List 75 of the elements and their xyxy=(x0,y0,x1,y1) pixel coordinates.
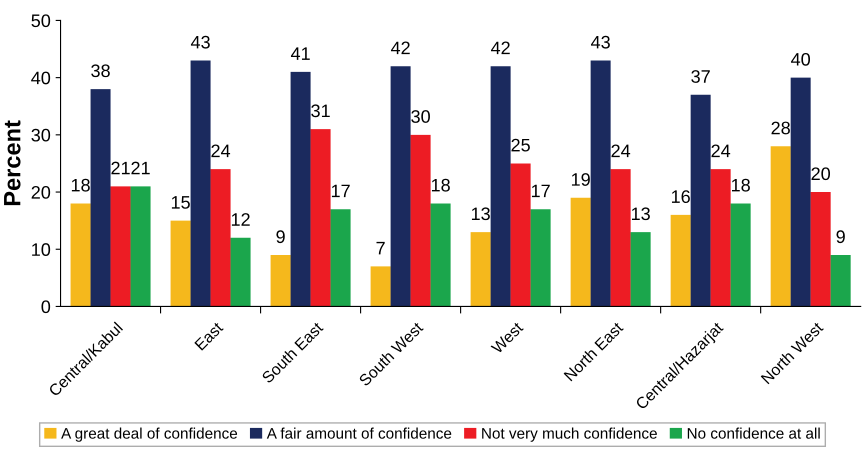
bar xyxy=(790,78,811,306)
data-label: 43 xyxy=(190,36,210,49)
bar xyxy=(770,146,791,306)
data-label: 28 xyxy=(772,122,790,134)
legend-label: A great deal of confidence xyxy=(61,428,238,442)
data-label: 24 xyxy=(612,144,630,158)
y-tick-label: 40 xyxy=(31,72,50,84)
bar xyxy=(110,186,131,306)
data-label: 37 xyxy=(691,70,710,83)
y-tick-label: 10 xyxy=(32,243,50,256)
bar xyxy=(390,66,411,306)
bar xyxy=(290,72,311,306)
bar xyxy=(630,232,651,306)
bar xyxy=(830,254,851,306)
data-label: 40 xyxy=(791,52,810,66)
bar xyxy=(490,66,511,306)
bar xyxy=(210,169,231,306)
bar xyxy=(430,203,451,306)
data-label: 25 xyxy=(511,138,530,152)
data-label: 15 xyxy=(172,196,190,209)
data-label: 42 xyxy=(490,42,510,54)
bar xyxy=(130,186,151,306)
bar xyxy=(730,203,751,306)
bar xyxy=(90,89,111,306)
data-label: 41 xyxy=(290,47,310,60)
y-tick-label: 20 xyxy=(32,186,50,199)
data-label: 19 xyxy=(572,173,590,186)
data-label: 18 xyxy=(72,178,90,192)
bar xyxy=(530,209,551,306)
data-label: 13 xyxy=(632,207,650,220)
bar xyxy=(330,209,351,306)
bar xyxy=(230,238,251,306)
legend-label: A fair amount of confidence xyxy=(266,428,452,439)
data-label: 42 xyxy=(390,42,410,54)
bar xyxy=(310,129,331,306)
data-label: 18 xyxy=(732,178,750,192)
bar xyxy=(690,94,711,306)
data-label: 24 xyxy=(211,144,230,158)
data-label: 21 xyxy=(131,162,150,174)
bar xyxy=(370,266,391,306)
data-label: 9 xyxy=(836,230,845,244)
data-label: 18 xyxy=(432,178,450,192)
legend-label: No confidence at all xyxy=(688,428,820,439)
data-label: 17 xyxy=(332,184,350,198)
data-label: 38 xyxy=(91,64,110,78)
data-label: 12 xyxy=(232,213,250,226)
legend-label: Not very much confidence xyxy=(482,428,657,442)
y-tick-label: 0 xyxy=(41,300,50,314)
y-tick-label: 50 xyxy=(31,14,50,28)
bar xyxy=(570,198,591,306)
y-tick-label: 30 xyxy=(31,128,50,142)
bar xyxy=(190,60,211,306)
data-label: 9 xyxy=(276,230,285,244)
data-label: 31 xyxy=(311,104,330,118)
data-label: 20 xyxy=(812,167,830,180)
data-label: 24 xyxy=(712,144,730,158)
data-label: 30 xyxy=(411,110,430,123)
bar xyxy=(610,169,631,306)
data-label: 43 xyxy=(591,36,610,49)
data-label: 13 xyxy=(472,207,490,220)
bar xyxy=(810,192,831,306)
bar xyxy=(410,134,431,306)
bar xyxy=(70,203,91,306)
bar xyxy=(670,214,691,306)
bar xyxy=(710,169,731,306)
data-label: 21 xyxy=(111,162,130,174)
bar xyxy=(590,60,611,306)
bar xyxy=(170,220,191,306)
data-label: 16 xyxy=(672,190,690,204)
bar xyxy=(270,254,291,306)
y-axis-title: Percent xyxy=(4,120,21,206)
bar xyxy=(510,163,531,306)
data-label: 17 xyxy=(532,184,550,198)
bar xyxy=(470,232,491,306)
data-label: 7 xyxy=(376,242,385,254)
